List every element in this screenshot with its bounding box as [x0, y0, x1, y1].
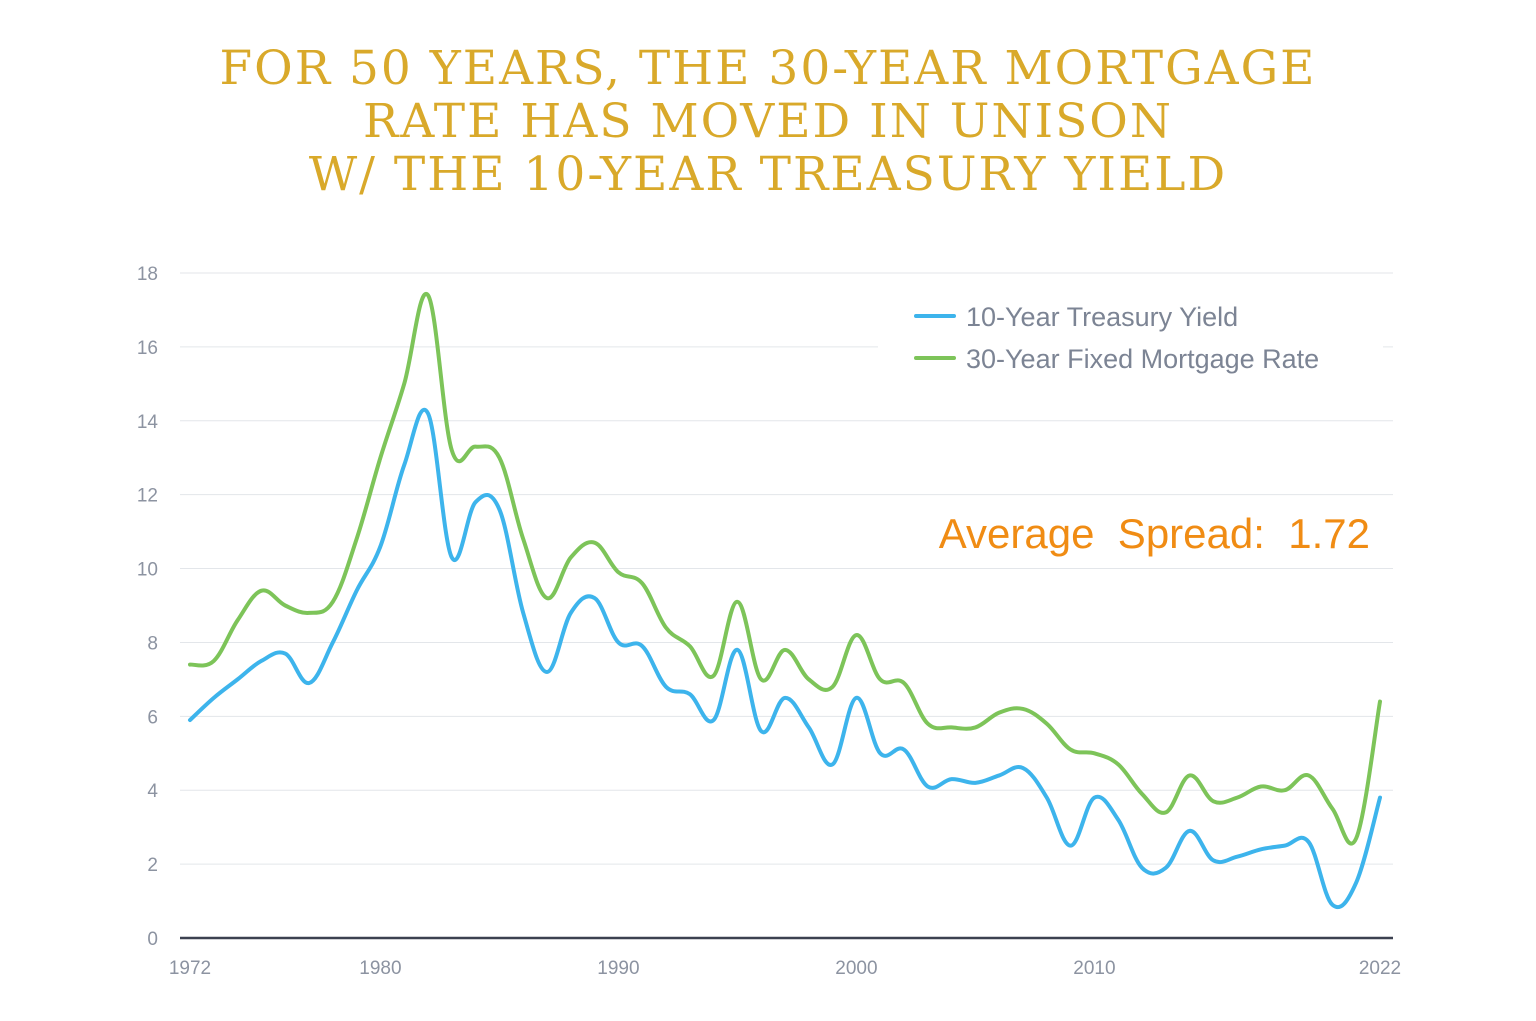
x-tick-label-2022: 2022: [1359, 958, 1401, 979]
series-line-10-year-treasury-yield: [188, 408, 1382, 910]
chart-title-line-2: RATE HAS MOVED IN UNISON: [363, 94, 1173, 149]
y-tick-label-0: 0: [147, 929, 158, 950]
series-lines: [188, 291, 1382, 910]
x-tick-label-1980: 1980: [359, 958, 401, 979]
x-tick-label-2010: 2010: [1073, 958, 1115, 979]
y-tick-label-10: 10: [137, 560, 158, 581]
y-tick-label-8: 8: [147, 633, 158, 654]
y-tick-label-18: 18: [137, 264, 158, 285]
series-line-30-year-fixed-mortgage-rate: [188, 291, 1382, 846]
chart-title-line-1: FOR 50 YEARS, THE 30-YEAR MORTGAGE: [219, 41, 1317, 96]
chart-title: FOR 50 YEARS, THE 30-YEAR MORTGAGE RATE …: [0, 42, 1536, 201]
x-tick-label-1972: 1972: [169, 958, 211, 979]
legend-label-treasury: 10-Year Treasury Yield: [966, 302, 1238, 332]
y-tick-label-12: 12: [137, 486, 158, 507]
y-tick-label-2: 2: [147, 855, 158, 876]
x-tick-label-1990: 1990: [597, 958, 639, 979]
legend-background: [878, 290, 1383, 390]
average-spread-annotation: Average Spread: 1.72: [939, 510, 1370, 557]
legend-label-mortgage: 30-Year Fixed Mortgage Rate: [966, 344, 1319, 374]
legend: 10-Year Treasury Yield 30-Year Fixed Mort…: [878, 290, 1383, 390]
x-axis-tick-labels: 1972 1980 1990 2000 2010 2022: [169, 958, 1401, 979]
y-tick-label-16: 16: [137, 338, 158, 359]
y-axis-tick-labels: 0 2 4 6 8 10 12 14 16 18: [137, 264, 159, 950]
chart-title-line-3: W/ THE 10-YEAR TREASURY YIELD: [308, 147, 1228, 202]
y-tick-label-14: 14: [137, 412, 159, 433]
y-tick-label-4: 4: [147, 781, 158, 802]
x-tick-label-2000: 2000: [835, 958, 877, 979]
y-tick-label-6: 6: [147, 707, 158, 728]
grid-lines: [180, 272, 1393, 865]
